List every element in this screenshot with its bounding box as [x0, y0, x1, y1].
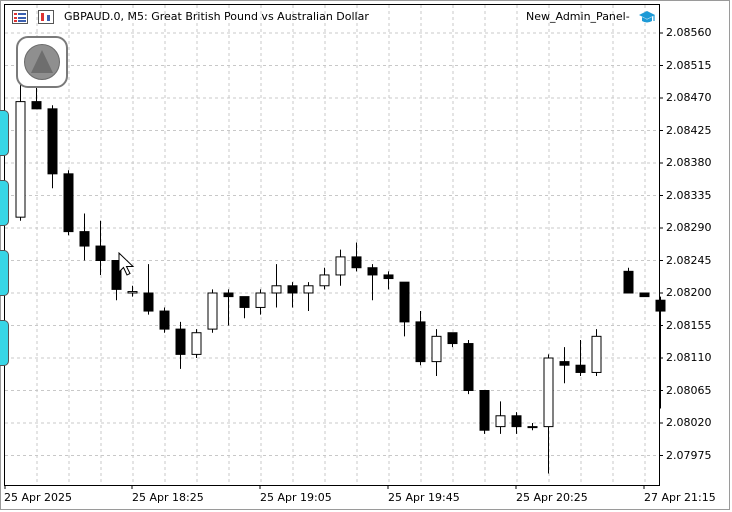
candle-body: [111, 260, 122, 290]
time-tick-label: 25 Apr 20:25: [516, 491, 588, 504]
price-tick-label: 2.07975: [666, 448, 712, 462]
price-tick-label: 2.08515: [666, 58, 712, 72]
candle-body: [463, 343, 474, 391]
candle-body: [255, 292, 266, 308]
time-tick-label: 25 Apr 18:25: [132, 491, 204, 504]
candle-body: [415, 321, 426, 363]
candle-body: [47, 108, 58, 175]
price-tick-label: 2.08200: [666, 286, 712, 299]
candle-body: [351, 256, 362, 269]
candle-body: [575, 364, 586, 373]
candle-body: [31, 101, 42, 110]
candle-body: [175, 328, 186, 355]
side-panel-tab-2[interactable]: [0, 180, 9, 226]
price-tick-label: 2.08245: [666, 253, 712, 267]
candle-body: [159, 310, 170, 330]
time-tick-label: 25 Apr 2025: [4, 491, 73, 504]
candle-body: [399, 281, 410, 323]
candle-body: [319, 274, 330, 287]
price-tick-label: 2.08110: [666, 351, 712, 364]
candle-body: [239, 296, 250, 308]
candle-body: [591, 335, 602, 373]
price-tick-label: 2.08425: [666, 123, 712, 137]
candle-body: [335, 256, 346, 276]
candle-body: [303, 285, 314, 294]
candle-body: [655, 299, 666, 312]
candle-body: [479, 390, 490, 431]
candle-body: [63, 173, 74, 233]
indicator-icon[interactable]: [38, 10, 54, 24]
candle-body: [559, 361, 570, 366]
side-panel-tab-4[interactable]: [0, 320, 9, 366]
candle-body: [367, 267, 378, 276]
price-tick-label: 2.08470: [666, 91, 712, 104]
candle-body: [15, 101, 26, 218]
time-tick-label: 27 Apr 21:15: [644, 491, 716, 504]
side-panel-tab-1[interactable]: [0, 110, 9, 156]
price-tick-label: 2.08560: [666, 26, 712, 39]
side-panel-tab-3[interactable]: [0, 250, 9, 296]
price-tick-label: 2.08020: [666, 416, 712, 429]
candle-body: [543, 357, 554, 428]
candle-body: [191, 332, 202, 355]
candle-body: [495, 415, 506, 428]
candle-body: [223, 292, 234, 298]
price-tick-label: 2.08065: [666, 383, 712, 397]
candle-body: [511, 415, 522, 428]
time-tick-label: 25 Apr 19:45: [388, 491, 460, 504]
expert-name[interactable]: New_Admin_Panel-: [526, 10, 630, 23]
price-tick-label: 2.08290: [666, 221, 712, 234]
price-tick-label: 2.08335: [666, 188, 712, 202]
candle-body: [207, 292, 218, 330]
candle-body: [287, 285, 298, 294]
candle-body: [127, 291, 138, 294]
time-tick-label: 25 Apr 19:05: [260, 491, 332, 504]
price-tick-label: 2.08155: [666, 318, 712, 332]
candle-body: [527, 426, 538, 429]
candle-body: [79, 231, 90, 247]
candle-body: [431, 335, 442, 363]
graduation-cap-icon[interactable]: [638, 9, 655, 23]
candle-body: [639, 292, 650, 298]
symbol-title: GBPAUD.0, M5: Great British Pound vs Aus…: [64, 10, 369, 23]
chart-list-icon[interactable]: [12, 10, 28, 24]
triangle-up-icon: [31, 50, 53, 73]
panel-toggle-button[interactable]: [16, 36, 68, 88]
mouse-pointer-icon: [118, 252, 135, 276]
candle-body: [271, 285, 282, 294]
toggle-circle: [24, 44, 60, 80]
candle-body: [623, 270, 634, 294]
candle-body: [383, 274, 394, 280]
candle-body: [95, 245, 106, 262]
price-tick-label: 2.08380: [666, 156, 712, 169]
candle-body: [447, 332, 458, 345]
candle-body: [143, 292, 154, 312]
plot-area[interactable]: [4, 4, 660, 486]
